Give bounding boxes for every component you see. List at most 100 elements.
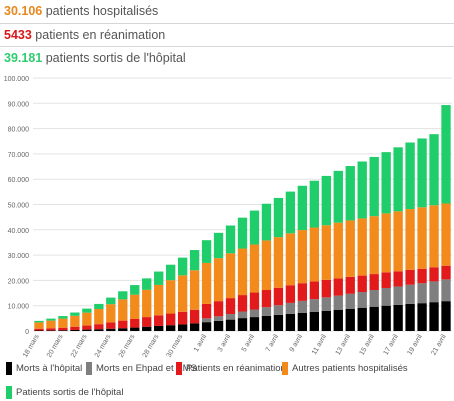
bar-segment[interactable] — [345, 166, 355, 221]
bar-segment[interactable] — [405, 209, 415, 270]
bar-segment[interactable] — [417, 207, 427, 269]
bar-segment[interactable] — [130, 327, 140, 331]
bar-segment[interactable] — [58, 316, 68, 319]
bar-segment[interactable] — [333, 295, 343, 310]
bar-segment[interactable] — [417, 138, 427, 208]
bar-segment[interactable] — [225, 298, 236, 315]
bar-segment[interactable] — [369, 306, 379, 331]
bar-segment[interactable] — [70, 326, 80, 330]
bar-segment[interactable] — [106, 297, 116, 305]
bar-segment[interactable] — [189, 309, 200, 324]
bar-segment[interactable] — [285, 313, 296, 331]
bar-segment[interactable] — [82, 329, 92, 331]
bar-segment[interactable] — [405, 269, 415, 285]
bar-segment[interactable] — [405, 284, 415, 304]
bar-segment[interactable] — [297, 312, 308, 331]
bar-segment[interactable] — [70, 329, 80, 331]
bar-segment[interactable] — [321, 297, 331, 311]
bar-segment[interactable] — [118, 299, 128, 321]
bar-segment[interactable] — [189, 250, 200, 271]
bar-segment[interactable] — [381, 305, 391, 331]
legend-item-deaths-ehpad[interactable]: Morts en Ehpad et EMS — [86, 362, 197, 375]
bar-segment[interactable] — [417, 268, 427, 284]
bar-segment[interactable] — [154, 284, 164, 316]
bar-segment[interactable] — [166, 313, 176, 326]
bar-segment[interactable] — [166, 264, 176, 281]
bar-segment[interactable] — [405, 142, 415, 210]
bar-segment[interactable] — [285, 233, 296, 286]
bar-segment[interactable] — [213, 316, 224, 321]
bar-segment[interactable] — [333, 222, 343, 279]
bar-segment[interactable] — [261, 290, 272, 308]
bar-segment[interactable] — [166, 280, 176, 314]
bar-segment[interactable] — [58, 327, 68, 331]
bar-segment[interactable] — [213, 232, 224, 259]
bar-segment[interactable] — [130, 294, 140, 319]
bar-segment[interactable] — [237, 217, 248, 249]
bar-segment[interactable] — [357, 307, 367, 331]
bar-segment[interactable] — [345, 220, 355, 277]
bar-segment[interactable] — [441, 203, 451, 266]
bar-segment[interactable] — [237, 318, 248, 331]
bar-segment[interactable] — [381, 272, 391, 288]
bar-segment[interactable] — [357, 275, 367, 293]
bar-segment[interactable] — [249, 309, 260, 318]
bar-segment[interactable] — [46, 328, 56, 331]
bar-segment[interactable] — [237, 248, 248, 296]
bar-segment[interactable] — [237, 311, 248, 319]
bar-segment[interactable] — [58, 330, 68, 331]
bar-segment[interactable] — [106, 304, 116, 323]
bar-segment[interactable] — [154, 315, 164, 326]
bar-segment[interactable] — [201, 303, 212, 319]
bar-segment[interactable] — [381, 213, 391, 273]
bar-segment[interactable] — [142, 289, 152, 318]
bar-segment[interactable] — [309, 227, 319, 282]
legend-item-icu[interactable]: Patients en réanimation — [176, 362, 286, 375]
bar-segment[interactable] — [393, 147, 403, 212]
bar-segment[interactable] — [417, 283, 427, 304]
bar-segment[interactable] — [369, 290, 379, 307]
legend-item-deaths-hospital[interactable]: Morts à l'hôpital — [6, 362, 82, 375]
bar-segment[interactable] — [357, 161, 367, 219]
bar-segment[interactable] — [177, 275, 188, 312]
bar-segment[interactable] — [249, 292, 260, 310]
bar-segment[interactable] — [177, 311, 188, 325]
bar-segment[interactable] — [309, 311, 319, 331]
bar-segment[interactable] — [441, 279, 451, 302]
bar-segment[interactable] — [357, 218, 367, 276]
bar-segment[interactable] — [225, 253, 236, 299]
bar-segment[interactable] — [46, 320, 56, 329]
bar-segment[interactable] — [345, 293, 355, 309]
bar-segment[interactable] — [225, 319, 236, 331]
bar-segment[interactable] — [285, 191, 296, 234]
bar-segment[interactable] — [333, 278, 343, 296]
bar-segment[interactable] — [213, 258, 224, 302]
bar-segment[interactable] — [118, 320, 128, 329]
bar-segment[interactable] — [273, 287, 284, 306]
bar-segment[interactable] — [261, 307, 272, 316]
legend-item-discharged[interactable]: Patients sortis de l'hôpital — [6, 386, 123, 399]
bar-segment[interactable] — [321, 310, 331, 331]
bar-segment[interactable] — [142, 278, 152, 290]
bar-segment[interactable] — [201, 318, 212, 323]
bar-segment[interactable] — [118, 291, 128, 300]
bar-segment[interactable] — [441, 105, 451, 204]
bar-segment[interactable] — [321, 225, 331, 280]
bar-segment[interactable] — [369, 274, 379, 291]
bar-segment[interactable] — [381, 152, 391, 214]
bar-segment[interactable] — [297, 300, 308, 313]
bar-segment[interactable] — [261, 240, 272, 291]
bar-segment[interactable] — [297, 185, 308, 231]
bar-segment[interactable] — [285, 285, 296, 303]
bar-segment[interactable] — [333, 170, 343, 223]
bar-segment[interactable] — [154, 271, 164, 285]
bar-segment[interactable] — [82, 308, 92, 313]
legend-item-other-hospitalised[interactable]: Autres patients hospitalisés — [282, 362, 408, 375]
bar-segment[interactable] — [225, 314, 236, 320]
bar-segment[interactable] — [34, 330, 44, 331]
bar-segment[interactable] — [441, 301, 451, 331]
bar-segment[interactable] — [82, 325, 92, 330]
bar-segment[interactable] — [142, 317, 152, 327]
bar-segment[interactable] — [405, 303, 415, 331]
bar-segment[interactable] — [94, 308, 104, 325]
